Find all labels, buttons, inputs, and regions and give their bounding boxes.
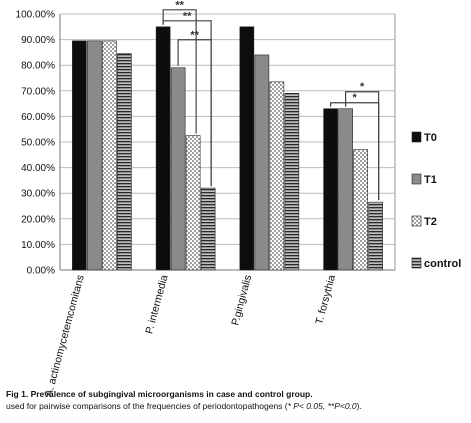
significance-bracket: ** xyxy=(162,0,197,134)
significance-bracket: ** xyxy=(177,29,212,187)
x-tick-label: A. actinomycetemcomitans xyxy=(43,274,87,398)
y-tick-label: 0.00% xyxy=(27,266,55,277)
bar-t0-0 xyxy=(72,40,87,271)
bar-t1-2 xyxy=(254,54,270,271)
caption-p2: **P<0.0 xyxy=(327,401,357,411)
legend-swatch xyxy=(411,173,422,185)
x-tick-label: P.gingivalis xyxy=(229,274,254,327)
y-tick-label: 10.00% xyxy=(21,240,55,251)
significance-label: ** xyxy=(183,10,192,22)
bar-t2-1 xyxy=(185,135,201,271)
legend-item-control: control xyxy=(411,257,461,270)
bar-t1-1 xyxy=(170,67,186,271)
y-tick-label: 80.00% xyxy=(21,61,55,72)
caption-end: ). xyxy=(356,401,362,411)
bar-t1-0 xyxy=(87,40,102,271)
y-tick-label: 70.00% xyxy=(21,86,55,97)
x-tick-labels: A. actinomycetemcomitans P. intermedia P.g… xyxy=(43,274,338,398)
y-tick-label: 60.00% xyxy=(21,112,55,123)
significance-label: * xyxy=(352,92,357,104)
bar-t0-1 xyxy=(155,26,171,271)
legend-label: T1 xyxy=(424,174,437,186)
legend-swatch xyxy=(411,257,422,269)
legend-item-t2: T2 xyxy=(411,215,437,228)
bar-control-0 xyxy=(117,53,132,271)
caption-p1: * P< 0.05, xyxy=(287,401,326,411)
significance-label: ** xyxy=(190,29,199,41)
bar-control-1 xyxy=(200,187,216,271)
bars xyxy=(72,26,383,271)
legend-item-t0: T0 xyxy=(411,131,437,144)
significance-label: ** xyxy=(175,0,184,11)
legend-swatch xyxy=(411,215,422,227)
y-tick-label: 30.00% xyxy=(21,189,55,200)
bracket-line xyxy=(177,39,212,187)
caption-text: used for pairwise comparisons of the fre… xyxy=(6,401,288,411)
y-tick-label: 20.00% xyxy=(21,214,55,225)
significance-brackets: ******** xyxy=(162,0,380,201)
legend-item-t1: T1 xyxy=(411,173,437,186)
caption-line-1: Fig 1. Prevalence of subgingival microor… xyxy=(6,388,468,400)
legend-label: T0 xyxy=(424,132,437,144)
bar-t0-3 xyxy=(323,108,338,271)
bracket-line xyxy=(162,9,197,134)
y-tick-label: 100.00% xyxy=(16,10,56,21)
x-tick-label: T. forsythia xyxy=(313,274,338,326)
significance-bracket: * xyxy=(345,81,380,201)
bar-control-3 xyxy=(368,201,383,271)
legend-label: T2 xyxy=(424,216,437,228)
bar-t0-2 xyxy=(239,26,255,271)
bar-t2-0 xyxy=(102,40,117,271)
legend: T0 T1 T2 control xyxy=(411,131,461,270)
caption-fig-label: Fig 1. xyxy=(6,389,29,399)
figure-caption: Fig 1. Prevalence of subgingival microor… xyxy=(6,388,468,412)
bar-t2-3 xyxy=(353,149,368,271)
y-tick-label: 40.00% xyxy=(21,163,55,174)
significance-label: * xyxy=(360,81,365,93)
bar-t1-3 xyxy=(338,108,353,271)
caption-line-2: used for pairwise comparisons of the fre… xyxy=(6,400,468,412)
caption-title: Prevalence of subgingival microorganisms… xyxy=(30,389,313,399)
x-tick-label: P. intermedia xyxy=(143,274,170,336)
legend-swatch xyxy=(411,131,422,143)
y-tick-label: 90.00% xyxy=(21,35,55,46)
y-tick-label: 50.00% xyxy=(21,138,55,149)
bracket-line xyxy=(345,91,380,201)
legend-label: control xyxy=(424,258,461,270)
bar-control-2 xyxy=(284,93,300,271)
bar-t2-2 xyxy=(269,81,285,271)
y-tick-labels: 0.00% 10.00% 20.00% 30.00% 40.00% 50.00% 60.00… xyxy=(16,10,56,277)
